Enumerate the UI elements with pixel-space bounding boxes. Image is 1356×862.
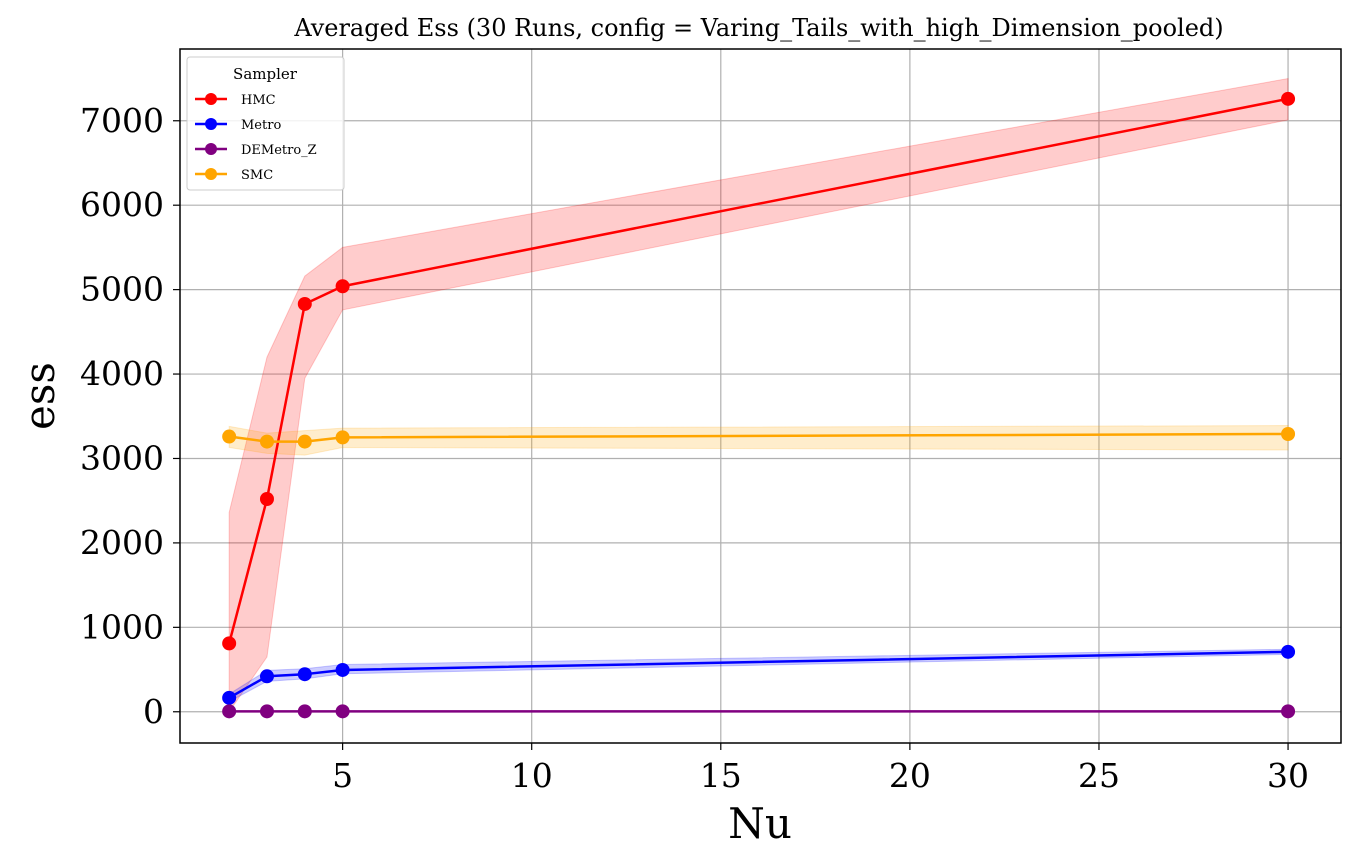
legend-label-smc: SMC	[241, 168, 273, 183]
metro-band	[228, 648, 1289, 703]
hmc-point	[259, 492, 274, 507]
y-tick-label: 2000	[80, 523, 164, 562]
hmc-point	[335, 279, 350, 294]
x-axis-ticks: 5 10 15 20 25 30	[332, 743, 1309, 795]
demetro-z-point	[335, 704, 350, 719]
legend-box	[186, 56, 345, 191]
legend-swatch-marker-hmc	[205, 93, 217, 105]
smc-point	[297, 434, 312, 449]
confidence-bands	[228, 77, 1289, 714]
legend-items: HMC Metro DEMetro_Z SMC	[195, 93, 317, 183]
legend-label-hmc: HMC	[241, 93, 276, 108]
y-tick-label: 6000	[80, 185, 164, 224]
x-tick-label: 15	[700, 756, 742, 795]
metro-point	[259, 669, 274, 684]
y-axis-ticks: 0 1000 2000 3000 4000 5000 6000 7000	[80, 101, 180, 731]
legend-swatch-marker-demetro-z	[205, 143, 217, 155]
x-tick-label: 10	[511, 756, 553, 795]
series-points	[222, 91, 1296, 719]
x-axis-label: Nu	[728, 799, 792, 848]
demetro-z-point	[297, 704, 312, 719]
metro-point	[222, 690, 237, 705]
legend-swatch-marker-smc	[205, 168, 217, 180]
demetro-z-point	[1281, 704, 1296, 719]
smc-band	[228, 425, 1289, 456]
smc-point	[222, 429, 237, 444]
demetro-z-point	[259, 704, 274, 719]
hmc-band	[228, 77, 1289, 714]
legend-label-demetro-z: DEMetro_Z	[241, 143, 317, 158]
y-tick-label: 7000	[80, 101, 164, 140]
x-tick-label: 20	[889, 756, 931, 795]
grid-lines	[180, 49, 1341, 743]
y-axis-label: ess	[15, 362, 64, 430]
y-tick-label: 0	[143, 692, 164, 731]
smc-point	[335, 430, 350, 445]
legend-label-metro: Metro	[241, 118, 281, 133]
hmc-point	[297, 296, 312, 311]
metro-point	[1281, 644, 1296, 659]
legend: Sampler HMC Metro DEMetro_Z SMC	[186, 56, 345, 191]
demetro-z-point	[222, 704, 237, 719]
smc-point	[1281, 426, 1296, 441]
metro-point	[297, 667, 312, 682]
hmc-point	[222, 636, 237, 651]
x-tick-label: 25	[1078, 756, 1120, 795]
y-tick-label: 5000	[80, 270, 164, 309]
y-tick-label: 1000	[80, 607, 164, 646]
smc-point	[259, 434, 274, 449]
y-tick-label: 4000	[80, 354, 164, 393]
hmc-point	[1281, 91, 1296, 106]
chart-title: Averaged Ess (30 Runs, config = Varing_T…	[293, 14, 1223, 42]
legend-swatch-marker-metro	[205, 118, 217, 130]
legend-title: Sampler	[233, 65, 298, 83]
x-tick-label: 5	[332, 756, 353, 795]
metro-point	[335, 662, 350, 677]
plot-area-frame	[179, 48, 1342, 744]
x-tick-label: 30	[1267, 756, 1309, 795]
y-tick-label: 3000	[80, 438, 164, 477]
